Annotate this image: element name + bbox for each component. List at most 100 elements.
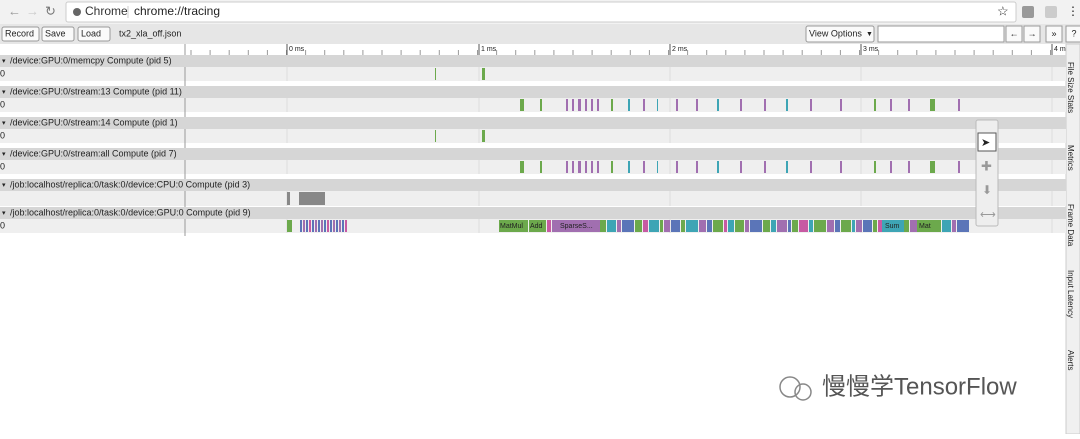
trace-slice[interactable]	[572, 99, 574, 111]
process-header[interactable]	[0, 179, 1066, 191]
menu-button[interactable]: ⋮	[1067, 4, 1079, 18]
back-button[interactable]: ←	[8, 3, 21, 18]
trace-slice[interactable]	[841, 220, 851, 232]
trace-slice[interactable]	[552, 220, 600, 232]
trace-slice[interactable]	[904, 220, 909, 232]
trace-slice[interactable]	[771, 220, 776, 232]
search-box[interactable]	[877, 25, 1005, 43]
trace-slice[interactable]	[333, 220, 335, 232]
bookmark-star[interactable]: ☆	[997, 3, 1009, 18]
trace-slice[interactable]	[643, 220, 648, 232]
extension-icon[interactable]	[1045, 6, 1057, 18]
trace-slice[interactable]	[713, 220, 723, 232]
trace-slice[interactable]	[321, 220, 323, 232]
extension-icon[interactable]	[1022, 6, 1034, 18]
process-header[interactable]	[0, 55, 1066, 67]
trace-slice[interactable]	[657, 99, 658, 111]
trace-slice[interactable]	[597, 161, 599, 173]
trace-slice[interactable]	[786, 161, 788, 173]
reload-button[interactable]: ↻	[45, 3, 56, 18]
trace-slice[interactable]	[345, 220, 347, 232]
pan-tool[interactable]: ✚	[981, 158, 992, 173]
trace-slice[interactable]	[840, 161, 842, 173]
trace-slice[interactable]	[597, 99, 599, 111]
trace-slice[interactable]	[572, 161, 574, 173]
trace-slice[interactable]	[908, 99, 910, 111]
trace-slice[interactable]	[339, 220, 341, 232]
trace-slice[interactable]	[520, 99, 524, 111]
trace-slice[interactable]	[607, 220, 616, 232]
toolbar-button[interactable]	[41, 26, 75, 42]
side-tab[interactable]: Frame Data	[1066, 204, 1075, 247]
trace-slice[interactable]	[763, 220, 770, 232]
trace-slice[interactable]	[649, 220, 659, 232]
selection-tool[interactable]	[977, 132, 997, 152]
trace-slice[interactable]	[958, 161, 960, 173]
trace-slice[interactable]	[740, 161, 742, 173]
trace-slice[interactable]	[309, 220, 311, 232]
trace-slice[interactable]	[312, 220, 314, 232]
trace-slice[interactable]	[952, 220, 956, 232]
trace-slice[interactable]	[591, 161, 593, 173]
nav-button[interactable]	[1065, 25, 1080, 43]
trace-slice[interactable]	[327, 220, 329, 232]
address-bar[interactable]	[65, 1, 1017, 23]
trace-slice[interactable]	[676, 99, 678, 111]
zoom-tool[interactable]: ⬇	[982, 183, 992, 197]
trace-slice[interactable]	[617, 220, 621, 232]
trace-slice[interactable]	[303, 220, 305, 232]
trace-slice[interactable]	[336, 220, 338, 232]
trace-slice[interactable]	[777, 220, 787, 232]
trace-slice[interactable]	[890, 99, 892, 111]
trace-slice[interactable]	[696, 161, 698, 173]
side-tab[interactable]: Alerts	[1066, 350, 1075, 370]
nav-button[interactable]	[1005, 25, 1023, 43]
trace-slice[interactable]	[699, 220, 706, 232]
trace-slice[interactable]	[330, 220, 332, 232]
trace-slice[interactable]	[566, 99, 568, 111]
side-tab[interactable]: Metrics	[1066, 145, 1075, 171]
trace-slice[interactable]	[930, 161, 935, 173]
trace-slice[interactable]	[540, 99, 542, 111]
trace-slice[interactable]	[664, 220, 670, 232]
nav-button[interactable]	[1045, 25, 1063, 43]
trace-slice[interactable]	[745, 220, 749, 232]
trace-slice[interactable]	[814, 220, 826, 232]
trace-slice[interactable]	[917, 220, 935, 232]
trace-slice[interactable]	[942, 220, 951, 232]
trace-slice[interactable]	[890, 161, 892, 173]
trace-slice[interactable]	[643, 161, 645, 173]
trace-slice[interactable]	[671, 220, 680, 232]
trace-slice[interactable]	[435, 68, 436, 80]
trace-slice[interactable]	[300, 220, 302, 232]
trace-slice[interactable]	[643, 99, 645, 111]
trace-slice[interactable]	[809, 220, 813, 232]
trace-slice[interactable]	[529, 220, 546, 232]
nav-button[interactable]	[1023, 25, 1041, 43]
trace-slice[interactable]	[810, 99, 812, 111]
trace-slice[interactable]	[958, 99, 960, 111]
trace-slice[interactable]	[786, 99, 788, 111]
view-options-button[interactable]	[805, 25, 875, 43]
trace-slice[interactable]	[499, 220, 528, 232]
trace-slice[interactable]	[827, 220, 834, 232]
trace-slice[interactable]	[585, 99, 587, 111]
side-tab[interactable]: File Size Stats	[1066, 62, 1075, 113]
trace-slice[interactable]	[863, 220, 872, 232]
trace-slice[interactable]	[735, 220, 744, 232]
trace-slice[interactable]	[717, 99, 719, 111]
trace-slice[interactable]	[287, 192, 290, 205]
trace-slice[interactable]	[324, 220, 326, 232]
process-header[interactable]	[0, 148, 1066, 160]
trace-slice[interactable]	[724, 220, 727, 232]
trace-slice[interactable]	[728, 220, 734, 232]
trace-slice[interactable]	[873, 220, 877, 232]
trace-slice[interactable]	[750, 220, 762, 232]
trace-slice[interactable]	[707, 220, 712, 232]
trace-slice[interactable]	[611, 161, 613, 173]
trace-slice[interactable]	[611, 99, 613, 111]
trace-slice[interactable]	[591, 99, 593, 111]
trace-slice[interactable]	[740, 99, 742, 111]
trace-slice[interactable]	[318, 220, 320, 232]
trace-slice[interactable]	[660, 220, 663, 232]
